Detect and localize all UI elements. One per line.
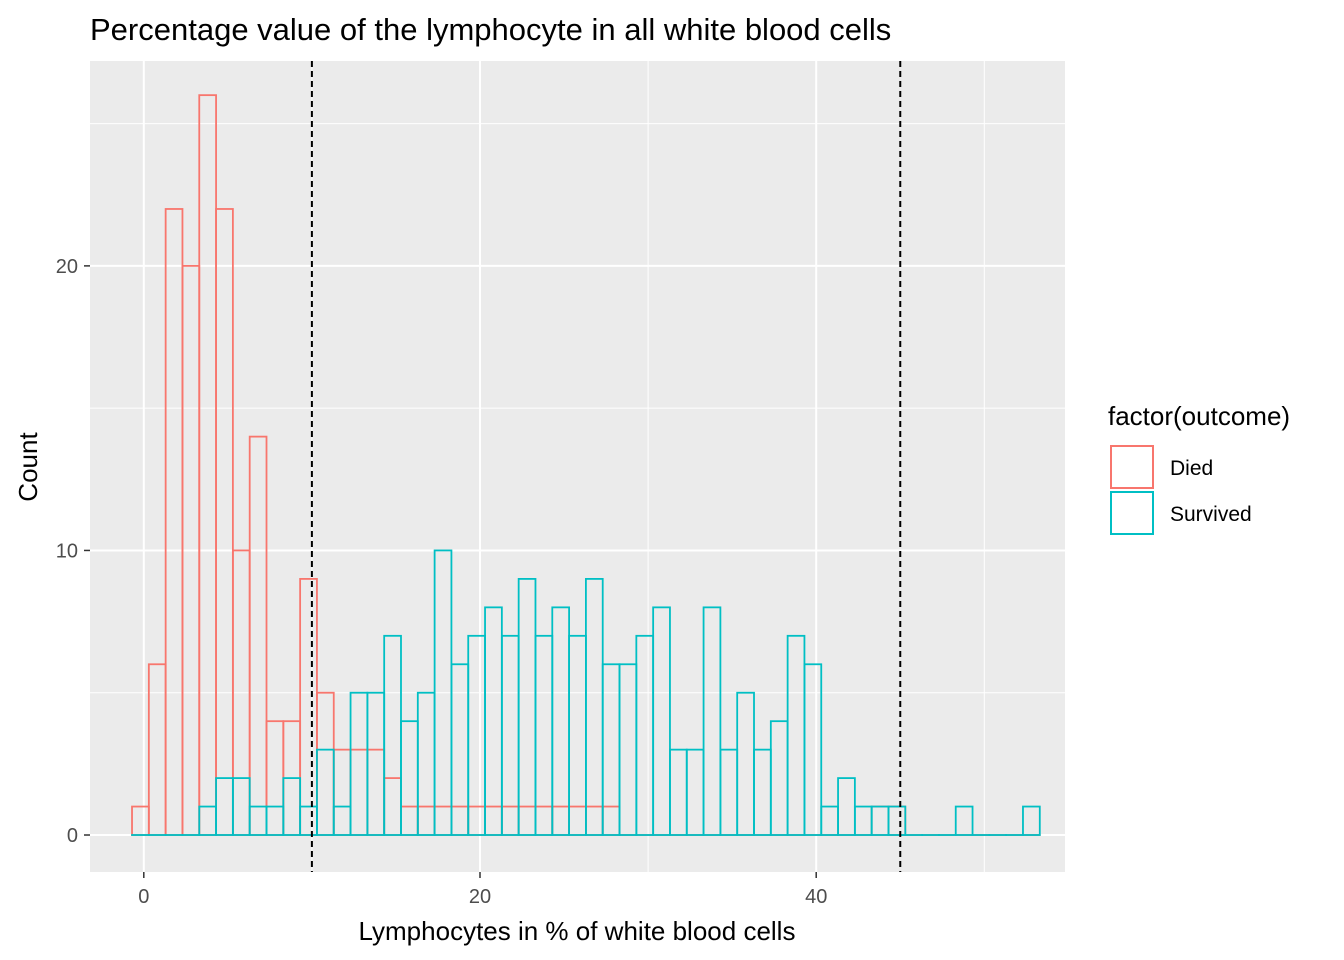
plot-panel: [90, 61, 1065, 872]
y-axis-ticks: 0 10 20: [56, 256, 90, 847]
x-tick-label: 20: [469, 886, 491, 908]
y-axis-title: Count: [13, 432, 43, 502]
survived-bar: [1022, 805, 1041, 836]
x-axis-title: Lymphocytes in % of white blood cells: [359, 916, 796, 946]
y-tick-label: 10: [56, 540, 78, 562]
survived-bar: [702, 606, 722, 836]
legend-label-died: Died: [1170, 457, 1213, 480]
reference-lines: [310, 61, 902, 872]
survived-bars: [131, 549, 1041, 836]
y-tick-label: 20: [56, 256, 78, 278]
y-tick-label: 0: [67, 825, 78, 847]
legend: factor(outcome) Died Survived: [1108, 401, 1290, 535]
legend-key-died: [1110, 445, 1154, 489]
survived-bar: [316, 748, 335, 836]
chart-title: Percentage value of the lymphocyte in al…: [90, 12, 891, 47]
survived-bar: [803, 663, 823, 836]
survived-bar: [887, 805, 907, 836]
legend-title: factor(outcome): [1108, 401, 1290, 431]
legend-key-survived: [1110, 491, 1154, 535]
survived-bar: [954, 805, 974, 836]
survived-bar: [652, 606, 671, 836]
x-tick-label: 0: [138, 886, 149, 908]
x-axis-ticks: 0 20 40: [138, 872, 827, 908]
legend-label-survived: Survived: [1170, 503, 1252, 526]
x-tick-label: 40: [805, 886, 827, 908]
